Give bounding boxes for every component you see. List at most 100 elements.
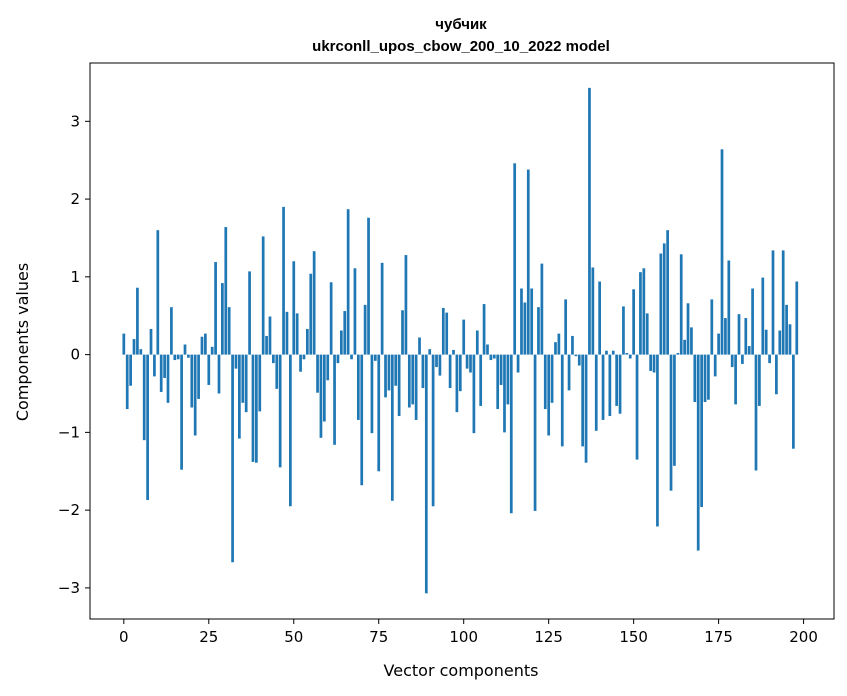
chart-title-line2: ukrconll_upos_cbow_200_10_2022 model [312, 38, 610, 55]
bar [550, 354, 554, 403]
bar [696, 354, 700, 551]
bar [445, 312, 449, 355]
bar [462, 319, 466, 355]
bar [530, 288, 534, 355]
bar [469, 354, 472, 373]
bar [516, 354, 520, 373]
bar [673, 354, 676, 466]
bar [611, 350, 615, 355]
bar [142, 354, 146, 441]
bar [574, 354, 578, 357]
bar [204, 333, 207, 355]
bar [642, 268, 646, 355]
bar [486, 344, 489, 355]
bar [452, 349, 455, 355]
bar [690, 327, 693, 355]
bar [424, 354, 428, 594]
bar [435, 354, 438, 368]
bar [265, 335, 268, 355]
bar [166, 354, 170, 403]
bar [136, 287, 139, 355]
y-tick-label: 2 [70, 190, 80, 208]
bar [554, 342, 557, 355]
bar [227, 307, 231, 355]
bar [217, 354, 221, 394]
bar [792, 354, 795, 449]
bar [200, 336, 204, 355]
bar [659, 253, 663, 355]
bar [472, 354, 476, 434]
bar [312, 251, 316, 355]
bar [560, 354, 564, 447]
bar [180, 354, 183, 470]
bar [730, 354, 734, 368]
bar [339, 330, 343, 355]
bar [159, 354, 163, 392]
bar [788, 324, 792, 355]
bar [210, 346, 214, 355]
bar [390, 354, 394, 501]
x-tick-label: 0 [119, 628, 129, 646]
bar [176, 354, 180, 360]
bar [292, 261, 296, 355]
bar [156, 230, 160, 355]
bar [775, 354, 778, 395]
bar [482, 304, 486, 355]
bar [170, 307, 173, 355]
bar [251, 354, 255, 462]
bar [438, 354, 442, 376]
bar [346, 209, 350, 355]
bar [377, 354, 381, 472]
x-tick-label: 125 [534, 628, 563, 646]
bar [741, 354, 744, 364]
bar [615, 354, 619, 406]
bar [717, 333, 720, 355]
bar [710, 299, 714, 355]
bar [523, 302, 527, 355]
bar [299, 354, 302, 372]
bar [761, 277, 765, 355]
bar [163, 354, 166, 378]
bar [387, 354, 391, 391]
bar [520, 288, 523, 355]
x-tick-label: 25 [199, 628, 218, 646]
bar [367, 217, 370, 355]
y-tick-label: 3 [70, 112, 80, 130]
bar [533, 354, 537, 511]
bar [234, 354, 238, 369]
bar [394, 354, 398, 386]
bar [577, 354, 581, 366]
bar [132, 339, 136, 355]
bar [683, 339, 686, 355]
bar [173, 354, 177, 361]
bar [662, 243, 666, 355]
bar [768, 354, 771, 364]
bar [679, 254, 683, 355]
bar [380, 262, 384, 355]
bar [734, 354, 737, 405]
bar [594, 354, 598, 431]
bar [571, 335, 574, 355]
bar [526, 169, 530, 355]
bar [588, 87, 591, 355]
bar [492, 354, 496, 359]
bar [360, 354, 364, 486]
bar [622, 306, 625, 355]
bar [214, 262, 217, 355]
x-axis-ticks: 0 25 50 75 100 125 150 175 200 [119, 619, 818, 646]
bar [567, 354, 571, 391]
bar [363, 304, 367, 355]
bar [329, 282, 333, 355]
bar [639, 272, 642, 355]
bar [479, 354, 483, 406]
bar [564, 299, 568, 355]
bar [543, 354, 547, 410]
bar [618, 354, 622, 414]
bar [255, 354, 258, 463]
chart-title: чубчик ukrconll_upos_cbow_200_10_2022 mo… [312, 16, 610, 55]
bar [591, 267, 595, 355]
bar [231, 354, 234, 563]
bar [316, 354, 319, 393]
bar [428, 349, 432, 355]
